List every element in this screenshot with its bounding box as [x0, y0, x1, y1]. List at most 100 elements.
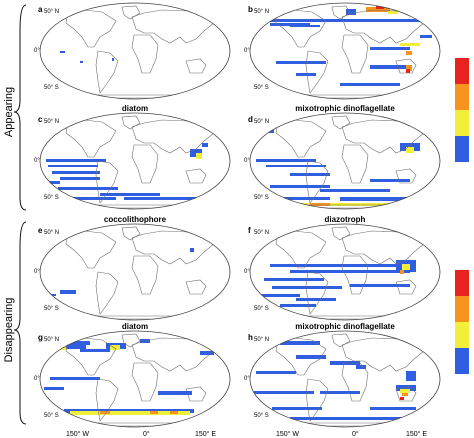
data-cell	[254, 391, 314, 394]
data-cell	[390, 203, 406, 206]
panel-letter: f	[248, 226, 251, 235]
land-outline	[131, 144, 159, 184]
lat-tick-label: 0°	[244, 48, 250, 54]
colorbar-disappearing	[455, 270, 469, 374]
data-cell	[294, 203, 414, 206]
colorbar-level4	[455, 270, 469, 296]
data-cell	[280, 197, 330, 200]
data-cell	[270, 264, 410, 267]
lat-tick-label: 0°	[34, 48, 40, 54]
lat-tick-label: 50° S	[254, 85, 269, 91]
lat-tick-label: 50° N	[254, 9, 269, 15]
lat-tick-label: 50° N	[254, 337, 269, 343]
land-outline	[341, 230, 425, 265]
data-cell	[402, 264, 410, 270]
map-frame	[249, 2, 441, 100]
data-cell	[346, 9, 356, 15]
disappearing-brace	[13, 221, 27, 425]
data-cell	[52, 171, 100, 174]
data-cell	[370, 179, 410, 182]
data-cell	[202, 143, 208, 147]
map-ocean	[40, 113, 230, 209]
panel-title: diazotroph	[325, 215, 366, 224]
lat-tick-label: 0°	[34, 269, 40, 275]
lon-tick-150e-left: 150° E	[195, 430, 216, 438]
lat-tick-label: 50° S	[254, 195, 269, 201]
data-cell	[46, 159, 106, 162]
land-outline	[341, 144, 369, 184]
lat-tick-label: 50° S	[44, 306, 59, 312]
lat-tick-label: 50° N	[254, 119, 269, 125]
lon-tick-150e-right: 150° E	[406, 430, 427, 438]
data-cell	[420, 35, 432, 38]
data-cell	[406, 147, 414, 153]
lon-tick-0-left: 0°	[143, 430, 150, 438]
land-outline	[95, 271, 119, 315]
land-outline	[341, 255, 369, 295]
data-cell	[100, 411, 110, 414]
data-cell	[58, 187, 118, 190]
land-outline	[305, 378, 329, 422]
data-cell	[150, 411, 158, 414]
data-cell	[200, 351, 214, 355]
data-cell	[260, 19, 430, 22]
data-cell	[366, 7, 390, 12]
map-panel-e: e coccolithophore 50° N 0° 50° S	[34, 215, 231, 321]
data-cell	[406, 51, 412, 55]
map-panel-d: d mixotrophic dinoflagellate 50° N 0° 50° S	[244, 104, 441, 210]
lat-tick-label: 50° S	[44, 195, 59, 201]
land-outline	[275, 119, 327, 158]
data-cell	[296, 298, 336, 301]
land-outline	[275, 230, 327, 269]
data-cell	[290, 25, 320, 27]
lon-tick-150w-left: 150° W	[66, 430, 89, 438]
map-frame	[249, 330, 441, 428]
map-panel-f: f diazotroph 50° N 0° 50° S	[244, 215, 441, 321]
land-outline	[185, 279, 207, 295]
panel-title: diatom	[122, 322, 148, 331]
data-cell	[70, 341, 90, 345]
lat-tick-label: 50° N	[44, 9, 59, 15]
data-cell	[340, 83, 400, 86]
data-cell	[270, 185, 330, 188]
land-outline	[185, 386, 207, 402]
land-outline	[131, 9, 215, 44]
data-cell	[44, 387, 64, 390]
land-outline	[341, 119, 425, 154]
land-outline	[395, 168, 417, 184]
land-outline	[65, 119, 117, 158]
map-ocean	[40, 3, 230, 99]
lat-tick-label: 0°	[244, 376, 250, 382]
land-outline	[65, 337, 117, 376]
panel-letter: b	[248, 5, 253, 14]
data-cell	[400, 389, 410, 393]
lat-tick-label: 0°	[34, 376, 40, 382]
lon-tick-150w-right: 150° W	[276, 430, 299, 438]
data-cell	[256, 371, 296, 374]
data-cell	[290, 173, 330, 176]
land-outline	[185, 58, 207, 74]
colorbar-level2	[455, 110, 469, 136]
map-frame	[249, 112, 441, 210]
colorbar-level1	[455, 348, 469, 374]
data-cell	[320, 189, 390, 192]
data-cell	[356, 365, 366, 369]
lat-tick-label: 0°	[244, 158, 250, 164]
map-frame	[39, 112, 231, 210]
lat-tick-label: 50° N	[44, 337, 59, 343]
data-cell	[350, 284, 410, 287]
data-cell	[112, 58, 114, 61]
land-outline	[275, 337, 327, 376]
data-cell	[170, 411, 178, 414]
map-panel-c: c diatom 50° N 0° 50° S	[34, 104, 231, 210]
land-outline	[305, 160, 329, 204]
data-cell	[270, 23, 310, 26]
land-outline	[131, 362, 159, 402]
data-cell	[290, 417, 420, 420]
map-ocean	[40, 331, 230, 427]
data-cell	[280, 341, 320, 345]
data-cell	[376, 5, 384, 9]
lat-tick-label: 50° S	[44, 413, 59, 419]
map-frame	[39, 223, 231, 321]
lat-tick-label: 0°	[34, 158, 40, 164]
